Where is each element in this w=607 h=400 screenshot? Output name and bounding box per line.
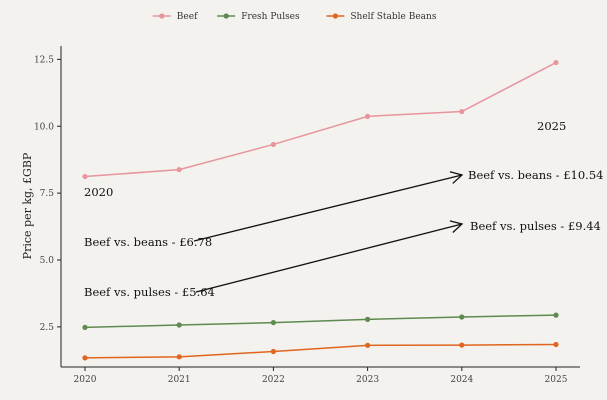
data-point-beef: [176, 166, 182, 173]
data-point-fresh-pulses: [459, 314, 465, 320]
series-line-beef: [84, 61, 557, 178]
legend-label-beef: Beef: [177, 12, 198, 22]
y-tick-label: 5.0: [40, 256, 55, 266]
annotation-year-2020: 2020: [84, 185, 113, 199]
series-line-shelf-stable-beans: [84, 343, 557, 359]
x-tick-label: 2021: [168, 375, 191, 385]
x-tick-label: 2024: [450, 375, 473, 385]
legend-label-shelf-stable-beans: Shelf Stable Beans: [350, 12, 436, 22]
annotation-pulses-2025: Beef vs. pulses - £9.44: [470, 219, 601, 233]
data-point-beef: [553, 59, 559, 66]
legend-marker-shelf-stable-beans: [332, 13, 338, 19]
annotation-year-2025: 2025: [537, 119, 566, 133]
y-tick-label: 12.5: [34, 55, 54, 65]
x-tick-label: 2022: [262, 375, 285, 385]
x-ticks: 2020 2021 2022 2023 2024 2025: [74, 367, 568, 385]
data-point-beef: [270, 141, 276, 148]
arrow-pulses: [195, 220, 464, 293]
series-group: [82, 59, 559, 361]
annotation-beans-2020: Beef vs. beans - £6.78: [84, 235, 212, 249]
data-point-shelf-stable-beans: [365, 342, 371, 348]
series-line-fresh-pulses: [84, 314, 557, 329]
data-point-beef: [459, 108, 465, 115]
arrow-beans: [193, 171, 464, 242]
y-axis-label: Price per kg, £GBP: [21, 152, 34, 259]
data-point-fresh-pulses: [82, 324, 88, 331]
legend-marker-beef: [159, 13, 165, 19]
data-point-shelf-stable-beans: [459, 342, 465, 348]
data-point-shelf-stable-beans: [176, 354, 182, 360]
y-tick-label: 7.5: [40, 189, 55, 199]
data-point-fresh-pulses: [365, 316, 371, 322]
annotation-beans-2025: Beef vs. beans - £10.54: [468, 168, 603, 182]
y-tick-label: 2.5: [40, 323, 55, 333]
x-tick-label: 2020: [74, 375, 97, 385]
legend-marker-fresh-pulses: [223, 13, 229, 19]
data-point-fresh-pulses: [176, 322, 182, 328]
x-tick-label: 2025: [545, 375, 568, 385]
data-point-fresh-pulses: [270, 319, 276, 326]
y-ticks: 2.5 5.0 7.5 10.0 12.5: [34, 55, 61, 333]
y-tick-label: 10.0: [34, 122, 54, 132]
data-point-shelf-stable-beans: [82, 355, 88, 361]
legend: Beef Fresh Pulses Shelf Stable Beans: [152, 12, 437, 22]
data-point-shelf-stable-beans: [553, 341, 559, 348]
data-point-shelf-stable-beans: [270, 348, 276, 355]
legend-label-fresh-pulses: Fresh Pulses: [241, 12, 300, 22]
annotation-pulses-2020: Beef vs. pulses - £5.64: [84, 285, 215, 299]
data-point-fresh-pulses: [553, 312, 559, 318]
data-point-beef: [82, 173, 88, 180]
x-tick-label: 2023: [356, 375, 379, 385]
data-point-beef: [365, 113, 371, 119]
